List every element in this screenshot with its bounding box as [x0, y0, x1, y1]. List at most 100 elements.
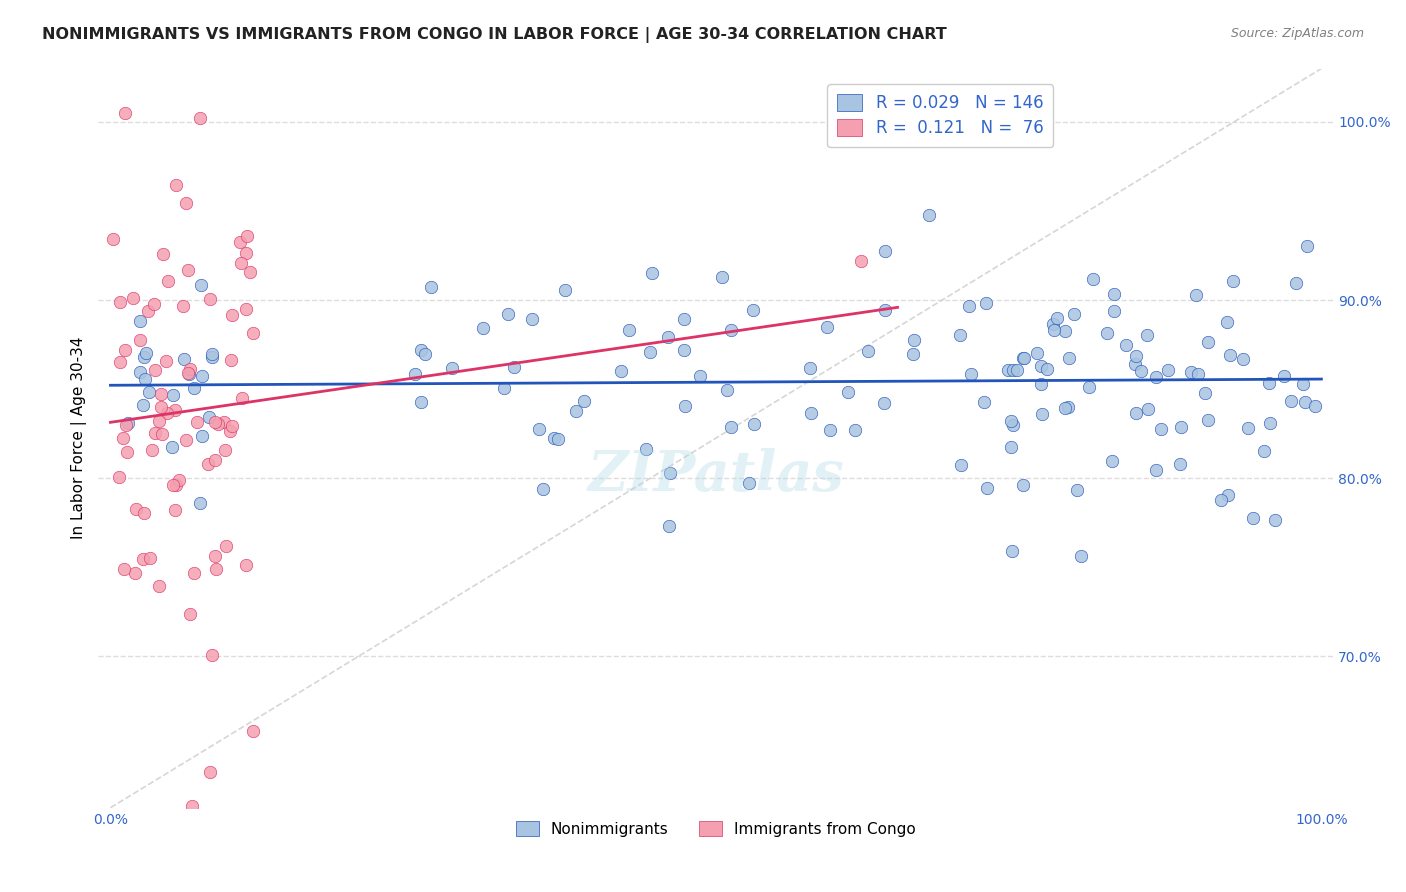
Point [191, 428, 214, 442]
Point [115, 417, 138, 432]
Point [492, 381, 515, 395]
Point [114, 106, 136, 120]
Point [1136, 327, 1159, 342]
Point [114, 343, 136, 358]
Point [689, 369, 711, 384]
Point [1294, 395, 1316, 409]
Point [1002, 417, 1025, 432]
Point [129, 333, 152, 347]
Point [1078, 380, 1101, 394]
Point [152, 247, 174, 261]
Point [1258, 416, 1281, 430]
Point [862, 106, 884, 120]
Point [441, 361, 464, 376]
Point [162, 388, 184, 402]
Point [177, 367, 200, 381]
Point [672, 343, 695, 357]
Point [1150, 422, 1173, 436]
Text: NONIMMIGRANTS VS IMMIGRANTS FROM CONGO IN LABOR FORCE | AGE 30-34 CORRELATION CH: NONIMMIGRANTS VS IMMIGRANTS FROM CONGO I… [42, 27, 946, 43]
Point [162, 478, 184, 492]
Point [959, 368, 981, 382]
Point [1053, 324, 1076, 338]
Point [1222, 274, 1244, 288]
Point [149, 387, 172, 401]
Point [742, 302, 765, 317]
Point [1197, 413, 1219, 427]
Point [720, 323, 742, 337]
Point [851, 254, 873, 268]
Point [1001, 544, 1024, 558]
Point [1292, 377, 1315, 392]
Point [554, 283, 576, 297]
Point [1012, 351, 1035, 365]
Point [738, 476, 761, 491]
Point [658, 467, 681, 481]
Point [1035, 361, 1057, 376]
Point [204, 549, 226, 563]
Point [1136, 401, 1159, 416]
Point [156, 274, 179, 288]
Point [1272, 368, 1295, 383]
Point [236, 228, 259, 243]
Point [204, 453, 226, 467]
Point [1102, 304, 1125, 318]
Point [1187, 367, 1209, 381]
Point [134, 507, 156, 521]
Point [673, 311, 696, 326]
Point [188, 496, 211, 510]
Point [138, 385, 160, 400]
Point [543, 430, 565, 444]
Point [1012, 478, 1035, 492]
Point [529, 422, 551, 436]
Point [720, 420, 742, 434]
Point [205, 562, 228, 576]
Point [143, 425, 166, 440]
Point [1012, 351, 1035, 365]
Point [997, 363, 1019, 377]
Point [201, 346, 224, 360]
Point [1104, 286, 1126, 301]
Point [110, 294, 132, 309]
Point [214, 539, 236, 553]
Point [148, 579, 170, 593]
Point [1002, 363, 1025, 377]
Point [1185, 288, 1208, 302]
Point [1115, 338, 1137, 352]
Point [409, 395, 432, 409]
Point [235, 558, 257, 573]
Point [174, 433, 197, 447]
Point [1211, 493, 1233, 508]
Point [179, 607, 201, 622]
Point [1054, 401, 1077, 415]
Point [572, 394, 595, 409]
Point [973, 395, 995, 409]
Point [181, 799, 204, 814]
Point [565, 404, 588, 418]
Point [818, 423, 841, 437]
Point [166, 478, 188, 492]
Point [976, 481, 998, 495]
Point [1005, 363, 1028, 377]
Point [212, 415, 235, 429]
Point [201, 350, 224, 364]
Point [974, 296, 997, 310]
Point [1031, 407, 1053, 421]
Point [132, 398, 155, 412]
Point [950, 458, 973, 472]
Point [949, 327, 972, 342]
Point [128, 365, 150, 379]
Point [1237, 421, 1260, 435]
Point [1125, 349, 1147, 363]
Point [191, 369, 214, 384]
Point [531, 482, 554, 496]
Point [496, 307, 519, 321]
Point [901, 347, 924, 361]
Point [716, 383, 738, 397]
Point [207, 417, 229, 432]
Point [858, 343, 880, 358]
Point [235, 246, 257, 260]
Point [235, 302, 257, 317]
Point [1257, 376, 1279, 390]
Point [617, 323, 640, 337]
Point [115, 445, 138, 459]
